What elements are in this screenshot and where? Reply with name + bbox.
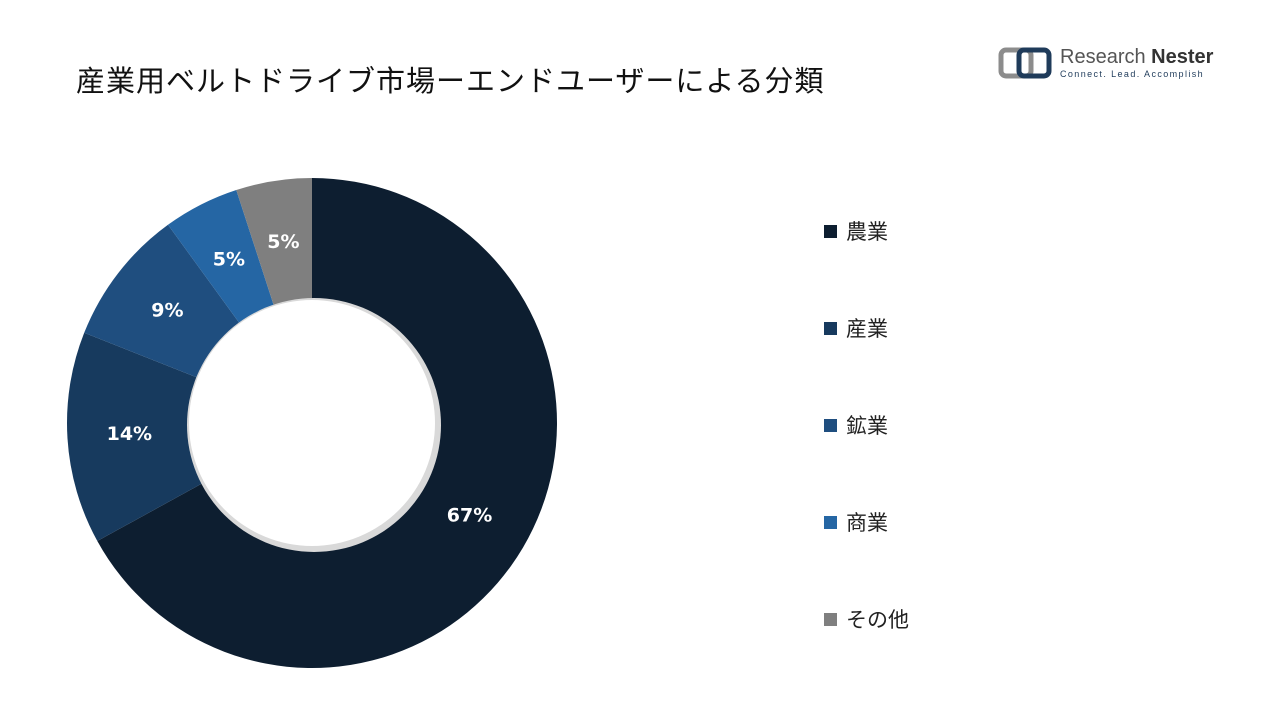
legend-item-mining: 鉱業 [824, 410, 888, 440]
slice-label-agriculture: 67% [447, 505, 492, 527]
logo-wordmark: Research Nester [1060, 47, 1213, 67]
legend-label: 農業 [846, 220, 888, 244]
legend-label: 産業 [846, 317, 888, 341]
legend-swatch [824, 612, 837, 626]
legend-item-commercial: 商業 [824, 507, 888, 537]
page-title: 産業用ベルトドライブ市場ーエンドユーザーによる分類 [76, 64, 825, 98]
legend-swatch [824, 321, 837, 335]
donut-labels: 67% 14% 9% 5% 5% [107, 231, 493, 527]
legend-item-other: その他 [824, 604, 909, 634]
legend-swatch [824, 515, 837, 529]
logo-tagline: Connect. Lead. Accomplish [1060, 69, 1205, 79]
legend-item-industrial: 産業 [824, 313, 888, 343]
slice-label-mining: 9% [151, 299, 183, 321]
donut-chart: 67% 14% 9% 5% 5% [67, 178, 557, 668]
slice-label-commercial: 5% [213, 248, 245, 270]
legend-swatch [824, 418, 837, 432]
donut-hole [189, 300, 435, 546]
legend-label: その他 [846, 608, 909, 632]
logo-name-part2: Nester [1151, 46, 1214, 68]
slice-label-industrial: 14% [107, 423, 152, 445]
slice-label-other: 5% [267, 231, 299, 253]
legend-swatch [824, 224, 837, 238]
brand-logo: Research Nester Connect. Lead. Accomplis… [998, 46, 1213, 80]
research-nester-logo-icon [998, 47, 1052, 79]
logo-name-part1: Research [1060, 46, 1152, 68]
legend-label: 商業 [846, 511, 888, 535]
legend-label: 鉱業 [846, 414, 888, 438]
legend-item-agriculture: 農業 [824, 216, 888, 246]
